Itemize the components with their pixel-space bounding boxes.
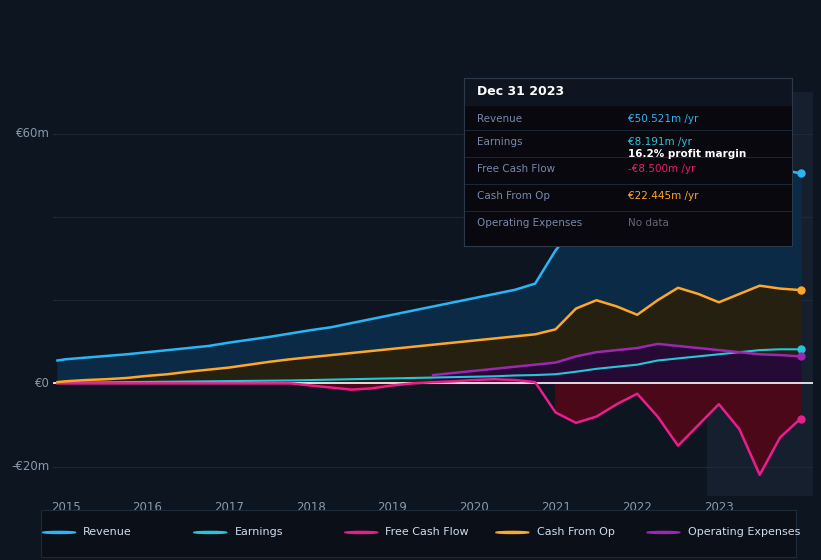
- Text: Operating Expenses: Operating Expenses: [477, 218, 582, 228]
- Text: Earnings: Earnings: [477, 137, 522, 147]
- Text: Free Cash Flow: Free Cash Flow: [386, 528, 469, 538]
- Text: Revenue: Revenue: [477, 114, 522, 124]
- Text: €60m: €60m: [16, 128, 49, 141]
- Point: [794, 352, 807, 361]
- Text: -€20m: -€20m: [11, 460, 49, 473]
- Text: Dec 31 2023: Dec 31 2023: [477, 85, 564, 99]
- Bar: [707, 92, 813, 496]
- Text: -€8.500m /yr: -€8.500m /yr: [628, 164, 695, 174]
- Point: [794, 169, 807, 178]
- Text: Revenue: Revenue: [84, 528, 132, 538]
- Circle shape: [43, 531, 76, 534]
- Text: Free Cash Flow: Free Cash Flow: [477, 164, 555, 174]
- Text: €0: €0: [34, 377, 49, 390]
- Point: [794, 345, 807, 354]
- Text: €8.191m /yr: €8.191m /yr: [628, 137, 692, 147]
- Circle shape: [345, 531, 378, 534]
- Text: Earnings: Earnings: [235, 528, 283, 538]
- Text: Cash From Op: Cash From Op: [477, 191, 550, 201]
- Text: €50.521m /yr: €50.521m /yr: [628, 114, 699, 124]
- Circle shape: [647, 531, 680, 534]
- Point: [794, 286, 807, 295]
- Text: Cash From Op: Cash From Op: [537, 528, 614, 538]
- Text: 16.2% profit margin: 16.2% profit margin: [628, 149, 746, 159]
- Text: Operating Expenses: Operating Expenses: [688, 528, 800, 538]
- Text: €22.445m /yr: €22.445m /yr: [628, 191, 699, 201]
- Point: [794, 414, 807, 423]
- Bar: [464, 78, 792, 105]
- Circle shape: [496, 531, 529, 534]
- Circle shape: [194, 531, 227, 534]
- Text: No data: No data: [628, 218, 669, 228]
